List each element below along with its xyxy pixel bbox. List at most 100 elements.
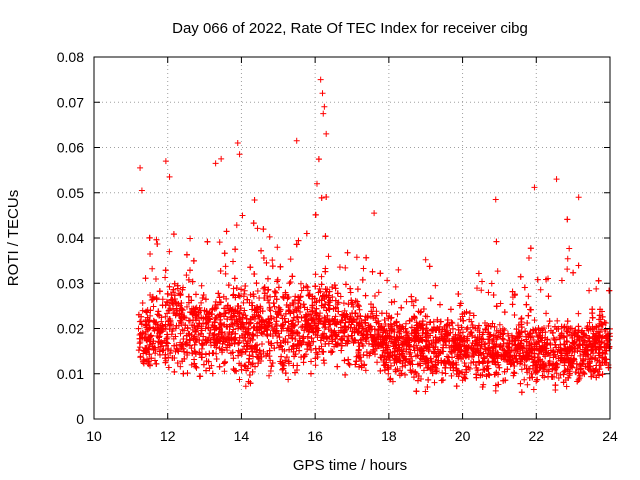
data-point bbox=[475, 270, 482, 277]
data-point bbox=[170, 231, 177, 238]
data-point bbox=[354, 313, 361, 320]
data-point bbox=[535, 338, 542, 345]
data-point bbox=[552, 364, 559, 371]
data-point bbox=[216, 239, 223, 246]
data-point bbox=[235, 325, 242, 332]
data-point bbox=[269, 263, 276, 270]
data-point bbox=[525, 333, 532, 340]
data-point bbox=[211, 336, 218, 343]
data-point bbox=[266, 306, 273, 313]
data-point bbox=[570, 269, 577, 276]
data-point bbox=[439, 348, 446, 355]
data-point bbox=[500, 377, 507, 384]
data-point bbox=[200, 361, 207, 368]
data-point bbox=[534, 363, 541, 370]
data-point bbox=[362, 319, 369, 326]
data-point bbox=[354, 298, 361, 305]
data-point bbox=[436, 350, 443, 357]
data-point bbox=[247, 380, 254, 387]
data-point bbox=[326, 306, 333, 313]
data-point bbox=[318, 273, 325, 280]
data-point bbox=[162, 321, 169, 328]
data-point bbox=[535, 350, 542, 357]
data-point bbox=[356, 322, 363, 329]
data-point bbox=[296, 297, 303, 304]
data-point bbox=[403, 340, 410, 347]
data-point bbox=[422, 256, 429, 263]
data-point bbox=[240, 324, 247, 331]
data-point bbox=[164, 331, 171, 338]
data-point bbox=[186, 317, 193, 324]
data-point bbox=[269, 257, 276, 264]
data-point bbox=[145, 346, 152, 353]
data-point bbox=[442, 360, 449, 367]
data-point bbox=[490, 333, 497, 340]
data-point bbox=[479, 371, 486, 378]
data-point bbox=[430, 344, 437, 351]
data-point bbox=[203, 358, 210, 365]
data-point bbox=[542, 353, 549, 360]
data-point bbox=[355, 339, 362, 346]
data-point bbox=[590, 330, 597, 337]
data-point bbox=[304, 306, 311, 313]
data-point bbox=[181, 327, 188, 334]
data-point bbox=[292, 369, 299, 376]
data-point bbox=[149, 296, 156, 303]
data-point bbox=[209, 305, 216, 312]
data-point bbox=[403, 328, 410, 335]
data-point bbox=[500, 346, 507, 353]
data-point bbox=[263, 259, 270, 266]
data-point bbox=[510, 359, 517, 366]
data-point bbox=[497, 333, 504, 340]
data-point bbox=[442, 338, 449, 345]
data-point bbox=[137, 338, 144, 345]
data-point bbox=[275, 311, 282, 318]
data-point bbox=[427, 295, 434, 302]
data-point bbox=[167, 350, 174, 357]
data-point bbox=[506, 344, 513, 351]
data-point bbox=[356, 354, 363, 361]
data-point bbox=[268, 342, 275, 349]
data-point bbox=[518, 366, 525, 373]
data-point bbox=[448, 372, 455, 379]
data-point bbox=[566, 370, 573, 377]
data-point bbox=[209, 370, 216, 377]
data-point bbox=[363, 254, 370, 261]
data-point bbox=[457, 329, 464, 336]
data-point bbox=[565, 374, 572, 381]
data-point bbox=[430, 327, 437, 334]
data-point bbox=[428, 367, 435, 374]
data-point bbox=[403, 298, 410, 305]
data-point bbox=[429, 370, 436, 377]
data-point bbox=[371, 338, 378, 345]
data-point bbox=[313, 312, 320, 319]
data-point bbox=[242, 383, 249, 390]
data-point bbox=[353, 254, 360, 261]
data-point bbox=[295, 294, 302, 301]
data-point bbox=[285, 307, 292, 314]
data-point bbox=[318, 302, 325, 309]
data-point bbox=[287, 256, 294, 263]
data-point bbox=[330, 329, 337, 336]
data-point bbox=[415, 372, 422, 379]
data-point bbox=[293, 241, 300, 248]
data-point bbox=[250, 220, 257, 227]
data-point bbox=[581, 333, 588, 340]
data-point bbox=[181, 355, 188, 362]
data-point bbox=[440, 376, 447, 383]
data-point bbox=[575, 310, 582, 317]
data-point bbox=[461, 351, 468, 358]
data-point bbox=[602, 320, 609, 327]
data-point bbox=[517, 273, 524, 280]
data-point bbox=[467, 360, 474, 367]
data-point bbox=[405, 346, 412, 353]
data-point bbox=[180, 370, 187, 377]
data-point bbox=[537, 361, 544, 368]
data-point bbox=[450, 360, 457, 367]
data-point bbox=[149, 343, 156, 350]
data-point bbox=[178, 314, 185, 321]
data-point bbox=[200, 291, 207, 298]
data-point bbox=[235, 340, 242, 347]
data-point bbox=[459, 313, 466, 320]
